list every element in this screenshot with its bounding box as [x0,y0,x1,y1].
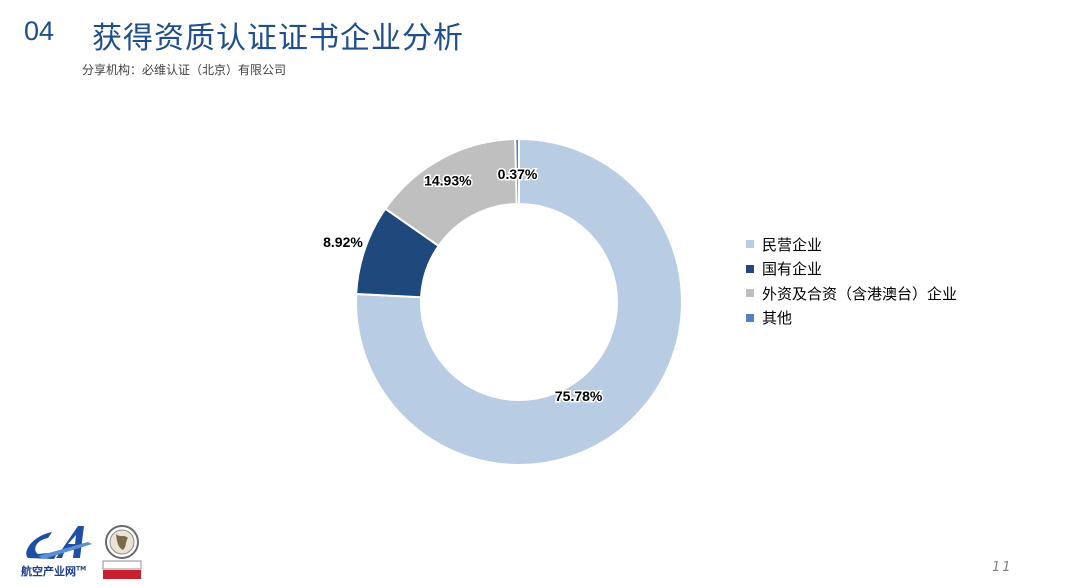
donut-data-labels: 75.78% 8.92% 14.93% 0.37% [322,165,605,406]
legend-label: 民营企业 [762,235,823,254]
source-note: 分享机构：必维认证（北京）有限公司 [82,63,287,77]
data-label-4: 0.37% [498,166,538,182]
chart-legend: 民营企业国有企业外资及合资（含港澳台）企业 其他 [746,232,957,330]
ca-logo-tm: TM [76,565,87,573]
legend-label: 外资及合资（含港澳台）企业 [762,284,958,303]
legend-label: 其他 [762,309,793,328]
legend-item: 国有企业 [746,257,957,282]
legend-swatch [746,240,754,249]
data-label-2: 8.92% [323,234,363,250]
ca-logo-text: 航空产业网TM [21,563,86,579]
ca-logo-label: 航空产业网 [21,565,76,578]
donut-slice-4 [514,137,520,206]
section-number: 04 [24,16,55,46]
legend-item: 外资及合资（含港澳台）企业 [746,281,957,306]
page-title: 获得资质认证证书企业分析 [92,21,464,56]
donut-slices [355,137,683,466]
ca-logo-icon [26,526,92,559]
legend-swatch [746,313,754,322]
legend-swatch [746,264,754,273]
page-number: 11 [992,560,1013,575]
legend-swatch [746,289,754,298]
legend-item: 其他 [746,306,957,331]
legend-label: 国有企业 [762,260,823,279]
legend-item: 民营企业 [746,232,957,257]
data-label-3: 14.93% [424,173,472,189]
data-label-1: 75.78% [555,388,603,404]
donut-slice-1 [355,137,683,466]
bureau-veritas-logo-icon [102,525,142,579]
